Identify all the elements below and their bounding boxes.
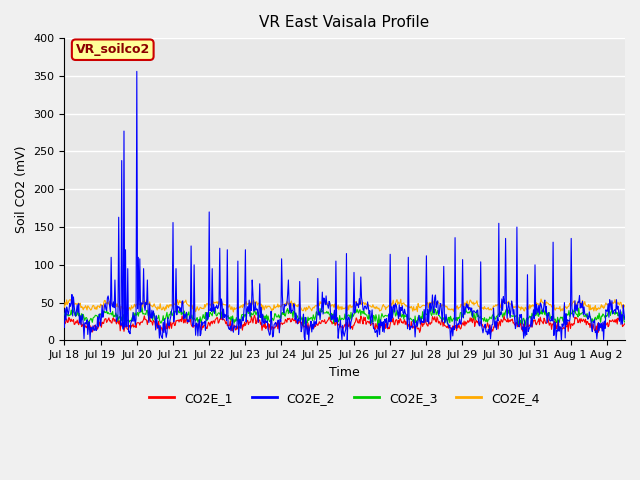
X-axis label: Time: Time xyxy=(329,366,360,379)
Legend: CO2E_1, CO2E_2, CO2E_3, CO2E_4: CO2E_1, CO2E_2, CO2E_3, CO2E_4 xyxy=(145,387,545,410)
Y-axis label: Soil CO2 (mV): Soil CO2 (mV) xyxy=(15,145,28,233)
Text: VR_soilco2: VR_soilco2 xyxy=(76,43,150,56)
Title: VR East Vaisala Profile: VR East Vaisala Profile xyxy=(259,15,429,30)
